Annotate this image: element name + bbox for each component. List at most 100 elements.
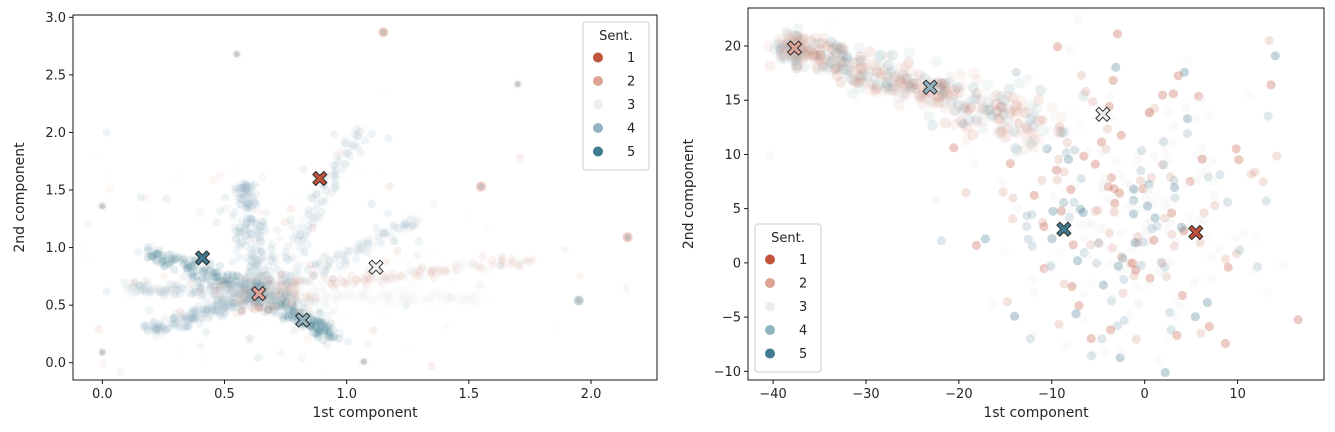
scatter-point [319,319,328,328]
scatter-point [235,240,245,249]
scatter-point [854,56,866,67]
scatter-point [1003,111,1013,121]
scatter-points [73,27,633,380]
scatter-point [234,227,243,236]
scatter-point [358,237,367,246]
scatter-point [1046,261,1056,271]
scatter-point [204,305,213,314]
scatter-point [414,269,423,279]
scatter-point [1056,206,1066,216]
scatter-point [281,311,290,320]
scatter-point [251,261,261,270]
scatter-point [225,289,235,298]
scatter-point [1128,209,1139,219]
scatter-point [170,321,179,331]
legend-marker-5 [593,146,603,157]
scatter-point [269,292,279,301]
scatter-point [154,246,164,255]
scatter-point [239,293,249,302]
scatter-point [813,44,825,56]
scatter-point [284,278,294,288]
scatter-point [405,215,415,225]
scatter-point [266,284,275,294]
scatter-point [1160,147,1170,157]
scatter-point [281,284,290,294]
scatter-point [270,299,279,308]
scatter-point [89,151,98,161]
scatter-point [341,139,350,148]
scatter-point [143,246,152,255]
scatter-point [1142,199,1152,209]
scatter-point [835,55,847,67]
scatter-point [864,64,876,76]
y-tick-label: 2.5 [45,68,66,83]
scatter-point [350,279,360,288]
scatter-point [1047,101,1058,113]
scatter-point [333,245,343,255]
scatter-point [864,77,876,89]
scatter-point [312,190,321,199]
scatter-point [311,259,320,268]
scatter-point [883,84,895,96]
scatter-point [284,304,293,313]
scatter-point [932,92,944,104]
scatter-point [369,238,378,247]
scatter-point [234,297,243,306]
scatter-point [879,63,891,75]
scatter-point [208,302,217,311]
scatter-point [284,289,293,298]
scatter-point [197,291,207,300]
scatter-point [560,244,570,254]
scatter-point [235,187,244,197]
scatter-point [1143,185,1154,195]
scatter-point [239,299,248,308]
scatter-point [224,279,233,288]
scatter-point [376,276,385,285]
scatter-point [216,286,225,295]
scatter-point [323,260,332,270]
scatter-point [211,281,220,291]
scatter-point [244,200,253,210]
scatter-point [497,257,506,266]
scatter-point [1056,126,1067,138]
scatter-point [195,278,205,287]
scatter-point [1048,192,1058,202]
scatter-point [327,280,336,290]
scatter-point [1166,218,1176,228]
scatter-point [1137,145,1147,156]
scatter-point [331,183,340,192]
scatter-point [864,84,876,96]
scatter-point [881,76,892,88]
scatter-point [399,294,408,303]
scatter-point [310,271,319,281]
scatter-point [387,292,396,302]
scatter-point [1162,202,1172,212]
scatter-point [236,289,245,299]
scatter-point [313,325,322,335]
scatter-point [165,279,174,288]
scatter-point [313,316,322,325]
scatter-point [241,222,251,232]
scatter-point [410,221,419,230]
scatter-point [125,283,134,292]
scatter-point [396,295,406,304]
scatter-point [874,62,886,74]
scatter-point [622,284,631,293]
legend-label-4: 4 [627,122,635,137]
scatter-point [309,292,319,301]
scatter-point [792,59,804,71]
scatter-point [281,297,290,306]
scatter-point [323,188,333,198]
scatter-point [915,90,927,102]
scatter-point [302,231,311,241]
scatter-point [341,249,350,258]
outlier-point-core [575,297,582,304]
scatter-point [318,206,328,215]
scatter-point [451,260,460,269]
scatter-point [214,307,224,316]
scatter-point [374,232,384,241]
scatter-point [441,266,450,275]
scatter-point [323,277,332,287]
scatter-point [769,43,781,55]
scatter-point [826,55,838,67]
